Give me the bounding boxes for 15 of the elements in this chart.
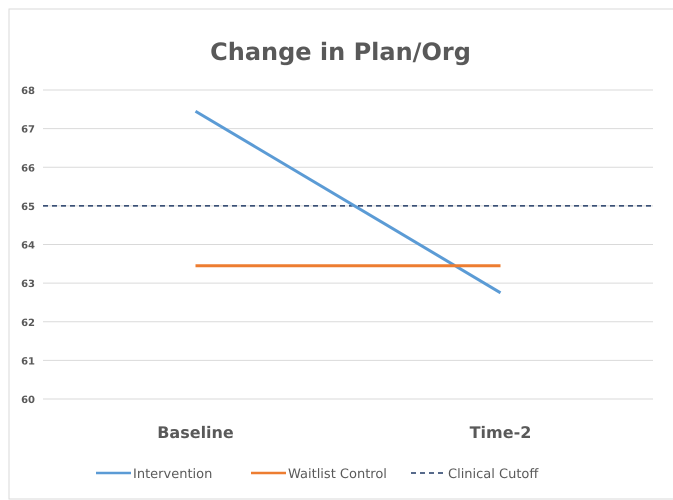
x-tick-label: Time-2 xyxy=(470,423,532,442)
legend-label: Clinical Cutoff xyxy=(448,467,540,482)
chart-title: Change in Plan/Org xyxy=(210,38,471,66)
x-tick-label: Baseline xyxy=(157,423,234,442)
y-tick-label: 60 xyxy=(21,395,36,406)
y-tick-label: 65 xyxy=(21,202,36,213)
y-tick-label: 66 xyxy=(21,163,36,174)
y-tick-label: 68 xyxy=(21,86,36,97)
y-tick-label: 61 xyxy=(21,356,36,368)
legend-label: Waitlist Control xyxy=(288,467,387,482)
y-tick-label: 67 xyxy=(21,124,36,136)
legend-label: Intervention xyxy=(133,467,212,482)
y-tick-label: 64 xyxy=(21,240,36,252)
y-tick-label: 62 xyxy=(21,318,36,329)
y-tick-label: 63 xyxy=(21,279,36,290)
